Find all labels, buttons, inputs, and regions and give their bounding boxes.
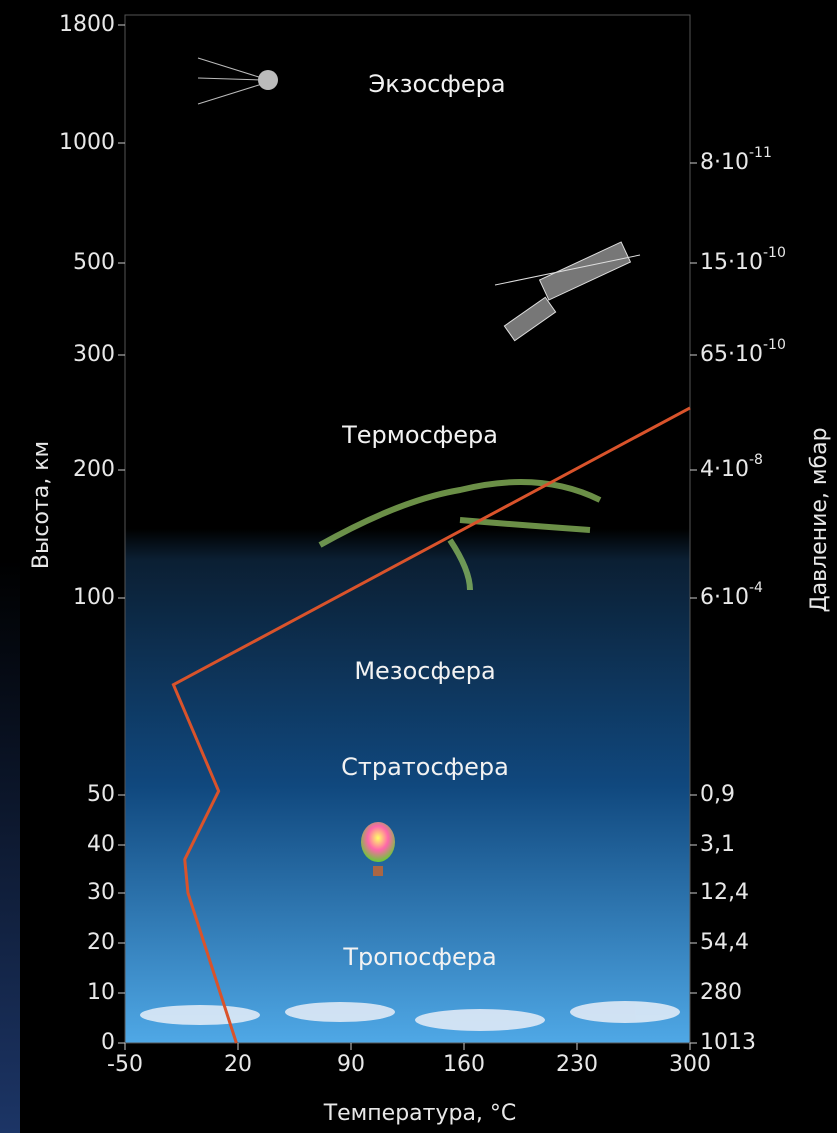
y2-tick-label: 4·10-8 [700,452,763,482]
y2-tick-text: 54,4 [700,930,749,955]
x-tick-label: 160 [443,1052,485,1077]
y-axis-label: Высота, км [29,441,54,569]
x-tick-label: 20 [224,1052,252,1077]
y2-tick-text: 0,9 [700,782,735,807]
y2-tick-exponent: -4 [749,580,763,596]
layer-label: Экзосфера [368,70,505,98]
clouds [140,1001,680,1031]
satellite [197,57,278,105]
y2-tick-label: 8·10-11 [700,145,772,175]
y2-tick-label: 12,4 [700,880,749,905]
y2-tick-text: 1013 [700,1030,756,1055]
y-tick-label: 100 [73,585,115,610]
balloon [361,822,395,876]
y-tick-label: 30 [87,880,115,905]
y2-tick-text: 6·10 [700,585,749,610]
y-tick-label: 500 [73,250,115,275]
y2-tick-label: 54,4 [700,930,749,955]
x-tick-label: 90 [337,1052,365,1077]
space-station [494,241,641,342]
y2-tick-label: 6·10-4 [700,580,763,610]
y-tick-label: 1000 [59,130,115,155]
x-axis-label: Температура, °C [323,1101,517,1126]
y2-tick-text: 15·10 [700,250,763,275]
y2-tick-exponent: -10 [763,245,786,261]
y2-tick-text: 12,4 [700,880,749,905]
layer-label: Мезосфера [354,657,495,685]
x-tick-label: 230 [556,1052,598,1077]
plot-area [124,14,691,1044]
aurora [318,479,602,591]
y2-tick-label: 0,9 [700,782,735,807]
y2-tick-text: 280 [700,980,742,1005]
x-tick-label: 300 [669,1052,711,1077]
layer-label: Тропосфера [342,943,496,971]
y2-tick-exponent: -8 [749,452,763,468]
y-tick-label: 40 [87,832,115,857]
y-tick-label: 200 [73,457,115,482]
y2-tick-text: 3,1 [700,832,735,857]
y-tick-label: 50 [87,782,115,807]
y-tick-label: 10 [87,980,115,1005]
y2-tick-label: 3,1 [700,832,735,857]
y2-tick-label: 65·10-10 [700,337,786,367]
y2-axis-label: Давление, мбар [807,427,832,612]
y2-tick-label: 1013 [700,1030,756,1055]
y2-tick-label: 15·10-10 [700,245,786,275]
layer-label: Термосфера [341,421,498,449]
y-tick-label: 0 [101,1030,115,1055]
y2-tick-text: 8·10 [700,150,749,175]
y2-tick-text: 4·10 [700,457,749,482]
y2-tick-exponent: -11 [749,145,772,161]
y2-tick-text: 65·10 [700,342,763,367]
y-tick-label: 1800 [59,12,115,37]
temperature-line [171,406,691,1044]
y2-tick-exponent: -10 [763,337,786,353]
layer-label: Стратосфера [341,753,509,781]
x-tick-label: -50 [107,1052,143,1077]
y2-tick-label: 280 [700,980,742,1005]
slide-edge [0,560,20,1133]
y-tick-label: 300 [73,342,115,367]
y-tick-label: 20 [87,930,115,955]
